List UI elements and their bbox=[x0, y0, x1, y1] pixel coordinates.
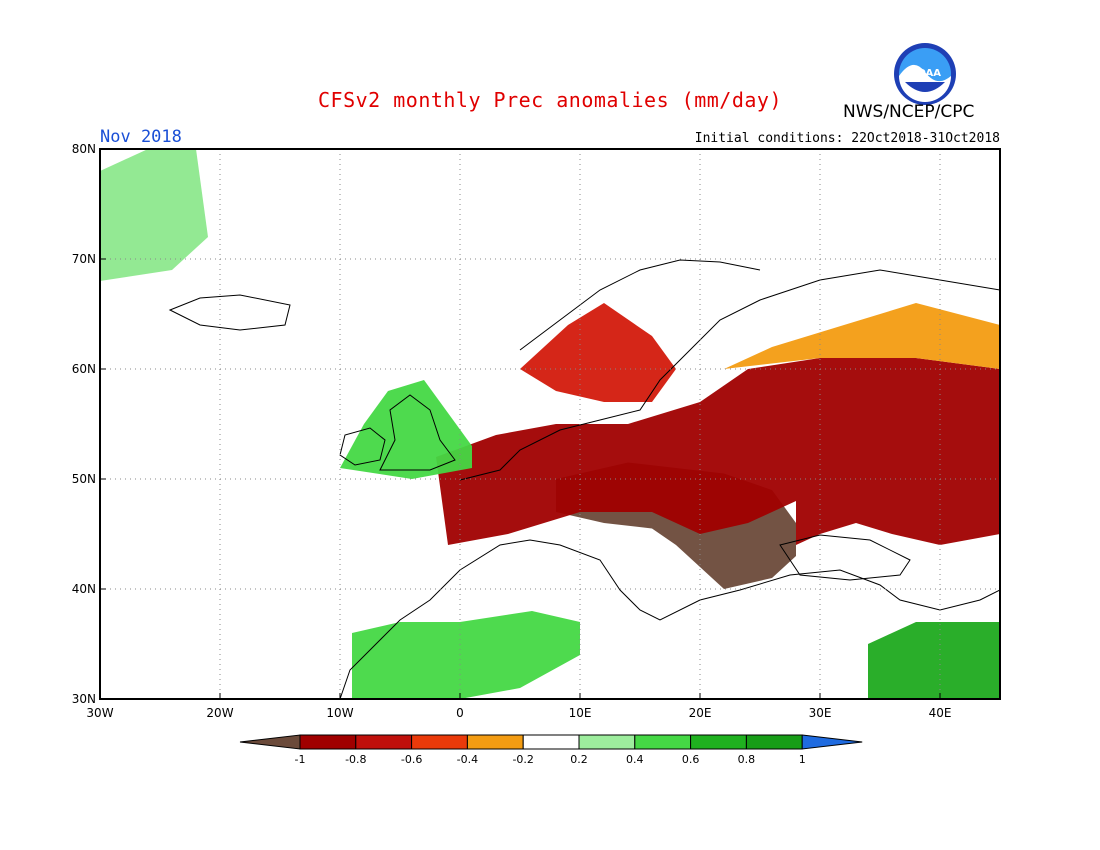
colorbar-segment bbox=[355, 734, 413, 750]
lon-tick-label: 10E bbox=[569, 706, 592, 720]
colorbar: -1 -0.8 -0.6 -0.4 -0.2 0.2 0.4 0.6 0.8 1 bbox=[239, 734, 863, 766]
lat-tick-label: 50N bbox=[72, 472, 96, 486]
lon-tick-label: 30E bbox=[809, 706, 832, 720]
anomaly-region-4 bbox=[352, 611, 580, 699]
colorbar-label: 0.6 bbox=[682, 753, 700, 766]
map-gridlines bbox=[100, 149, 1000, 699]
forecast-month: Nov 2018 bbox=[100, 127, 182, 147]
lat-tick-label: 80N bbox=[72, 142, 96, 156]
map-frame bbox=[99, 148, 1001, 700]
lon-tick-label: 30W bbox=[86, 706, 113, 720]
lon-tick-label: 40E bbox=[929, 706, 952, 720]
lon-tick-label: 20E bbox=[689, 706, 712, 720]
colorbar-label: -1 bbox=[295, 753, 306, 766]
colorbar-segment bbox=[299, 734, 357, 750]
map-axes: 30W 20W 10W 0 10E 20E 30E 40E 30N 40N 50N 60N 70N 80N bbox=[72, 142, 952, 720]
lat-tick-label: 70N bbox=[72, 252, 96, 266]
lat-tick-label: 60N bbox=[72, 362, 96, 376]
colorbar-label: -0.2 bbox=[512, 753, 533, 766]
colorbar-label: 0.2 bbox=[570, 753, 588, 766]
anomaly-region-7 bbox=[340, 380, 472, 479]
colorbar-label: -0.8 bbox=[345, 753, 366, 766]
anomaly-region-5 bbox=[868, 622, 1000, 699]
colorbar-segment bbox=[411, 734, 468, 750]
colorbar-label: 1 bbox=[799, 753, 806, 766]
colorbar-label: 0.4 bbox=[626, 753, 644, 766]
colorbar-arrow-left bbox=[239, 734, 301, 750]
initial-conditions: Initial conditions: 22Oct2018-31Oct2018 bbox=[694, 131, 1000, 146]
colorbar-arrow-right bbox=[801, 734, 863, 750]
anomaly-region-2 bbox=[520, 303, 676, 402]
anomaly-region-3 bbox=[724, 303, 1000, 369]
anomaly-region-6 bbox=[100, 149, 208, 281]
lat-tick-label: 30N bbox=[72, 692, 96, 706]
lon-tick-label: 10W bbox=[326, 706, 353, 720]
logo-text: NOAA bbox=[909, 68, 941, 79]
anomaly-region-1 bbox=[436, 358, 1000, 545]
agency-label: NWS/NCEP/CPC bbox=[843, 102, 975, 122]
lon-tick-label: 0 bbox=[456, 706, 464, 720]
colorbar-label: -0.4 bbox=[457, 753, 478, 766]
colorbar-segment bbox=[745, 734, 803, 750]
colorbar-segment bbox=[522, 734, 580, 750]
colorbar-segment bbox=[466, 734, 524, 750]
coastlines bbox=[168, 259, 1000, 699]
colorbar-segment bbox=[578, 734, 636, 750]
noaa-logo-icon: NOAA bbox=[893, 42, 957, 110]
colorbar-label: 0.8 bbox=[738, 753, 756, 766]
map-title: CFSv2 monthly Prec anomalies (mm/day) bbox=[317, 88, 783, 112]
lat-tick-label: 40N bbox=[72, 582, 96, 596]
anomaly-regions bbox=[100, 149, 1000, 699]
colorbar-segment bbox=[634, 734, 692, 750]
colorbar-label: -0.6 bbox=[401, 753, 422, 766]
colorbar-segment bbox=[690, 734, 747, 750]
lon-tick-label: 20W bbox=[206, 706, 233, 720]
